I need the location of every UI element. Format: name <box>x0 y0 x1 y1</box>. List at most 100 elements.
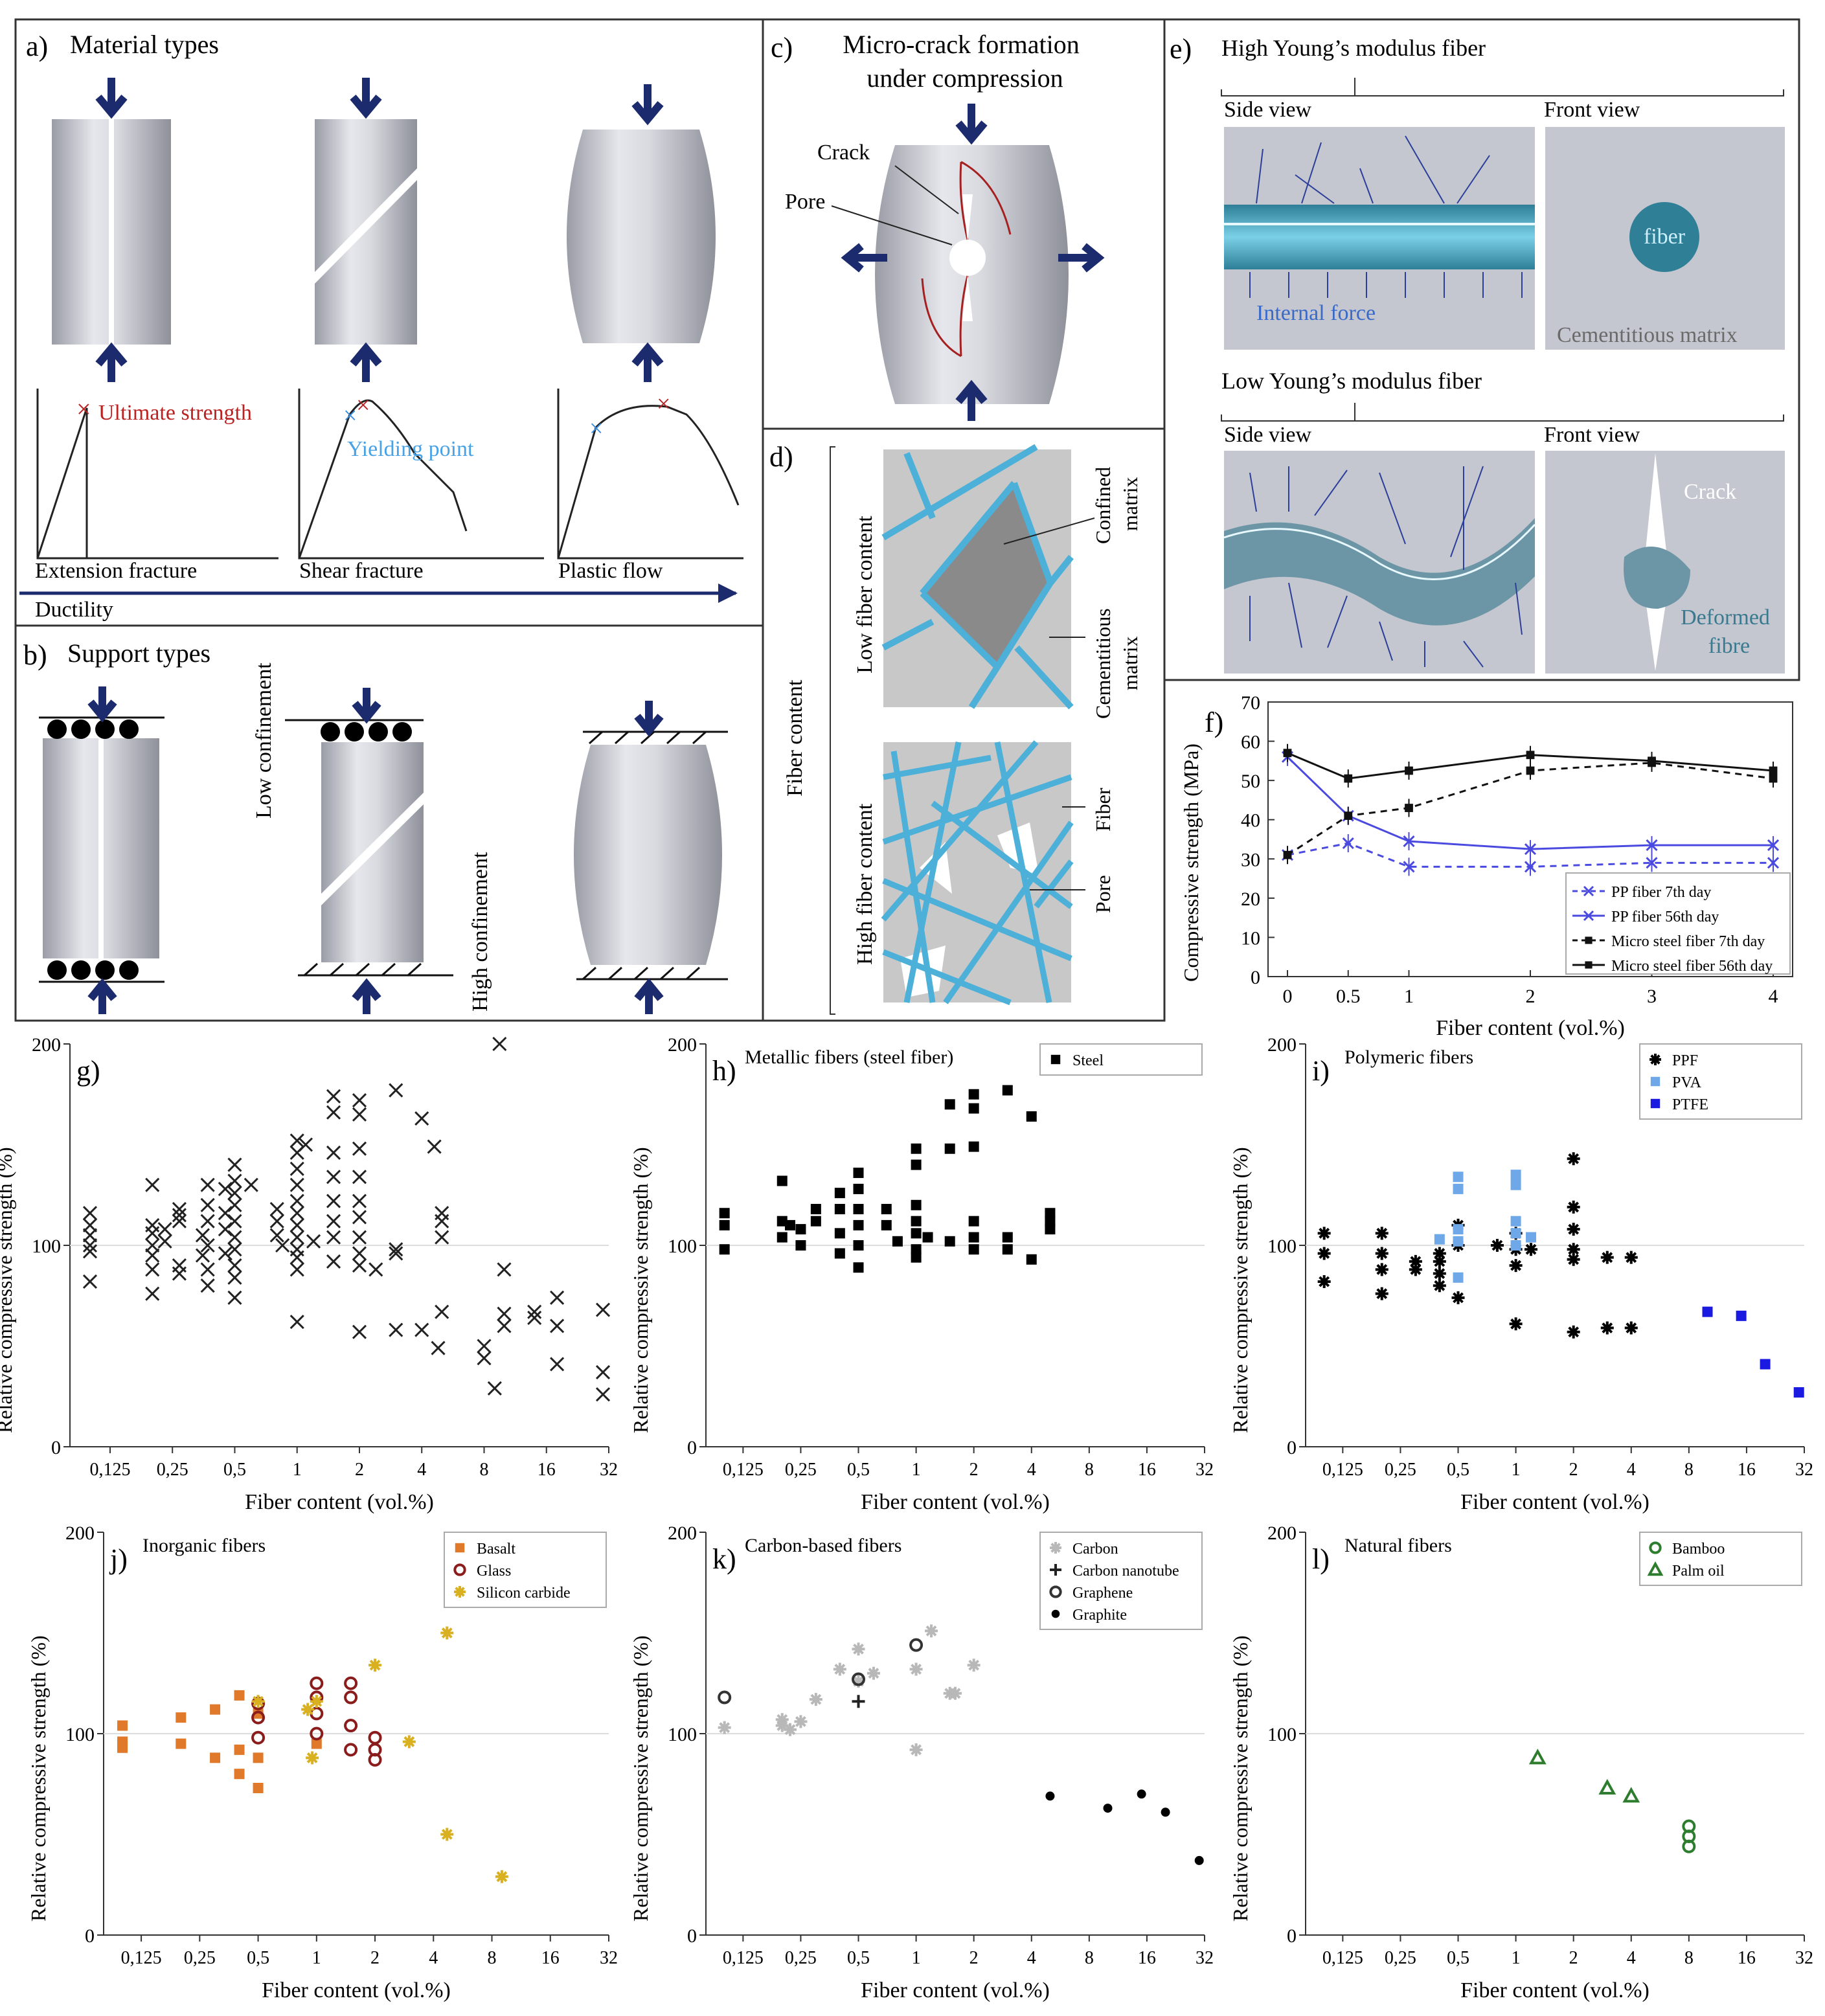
point-x <box>289 1177 304 1192</box>
point-x <box>527 1304 542 1319</box>
x-tick-label: 16 <box>1138 1460 1156 1480</box>
point-square <box>911 1199 922 1210</box>
point-x <box>497 1319 512 1333</box>
high-modulus-title: High Young’s modulus fiber <box>1221 35 1486 61</box>
y-tick-label: 100 <box>65 1724 95 1745</box>
point-x <box>487 1381 502 1396</box>
chart-i: i) Polymeric fibers 0 100 200 0,125 0,25 0,5 1 2 4… <box>1229 1034 1813 1514</box>
point-star <box>440 1626 454 1640</box>
cementitious-label-2: matrix <box>1118 636 1142 690</box>
point-square <box>1002 1085 1013 1096</box>
point-x <box>326 1145 341 1161</box>
y-axis-label: Relative compressive strength (%) <box>1229 1147 1252 1433</box>
point-square <box>834 1204 845 1215</box>
point-x <box>1767 839 1780 852</box>
legend-label: PPF <box>1672 1052 1698 1069</box>
legend-label: Glass <box>477 1563 511 1580</box>
point-star <box>1375 1287 1389 1300</box>
point-x <box>427 1139 442 1154</box>
shear-fracture-label: Shear fracture <box>299 559 424 583</box>
point-square <box>1736 1310 1747 1321</box>
ultimate-x-icon: × <box>76 394 91 424</box>
series-line <box>1286 756 1773 850</box>
legend-label: PVA <box>1672 1074 1702 1091</box>
point-square <box>1283 749 1292 758</box>
fiber-lines-low <box>881 444 1074 710</box>
point-square <box>968 1232 979 1243</box>
side-view-label: Side view <box>1224 98 1311 122</box>
point-square <box>911 1252 922 1263</box>
point-x <box>492 1036 507 1052</box>
point-star <box>784 1723 797 1736</box>
panel-letter: h) <box>712 1055 736 1087</box>
point-square <box>1344 811 1353 821</box>
point-square <box>911 1159 922 1170</box>
point-x <box>227 1270 242 1285</box>
point-square <box>1650 1076 1661 1087</box>
x-tick-label: 1 <box>912 1948 921 1968</box>
x-tick-label: 0,125 <box>1322 1460 1363 1480</box>
point-square <box>719 1219 730 1230</box>
point-x <box>550 1319 565 1333</box>
x-axis-label: Fiber content (vol.%) <box>262 1978 451 2002</box>
series-line <box>1287 752 1774 780</box>
legend-label: Graphite <box>1072 1607 1127 1624</box>
point-square <box>776 1232 788 1243</box>
point-x <box>306 1234 321 1249</box>
y-tick-label: 200 <box>1267 1523 1297 1544</box>
point-square <box>968 1216 979 1227</box>
specimen-plastic <box>567 130 716 343</box>
y-axis-label: Compressive strength (MPa) <box>1179 743 1203 982</box>
point-dot <box>1045 1791 1055 1801</box>
y-tick-label: 100 <box>1267 1724 1297 1745</box>
x-tick-label: 4 <box>1027 1460 1036 1480</box>
point-square <box>1405 766 1413 775</box>
point-x <box>368 1262 383 1277</box>
point-square <box>922 1232 933 1243</box>
point-x <box>289 1315 304 1330</box>
x-tick-label: 0,125 <box>723 1460 764 1480</box>
point-x <box>244 1177 258 1192</box>
x-tick-label: 16 <box>538 1460 556 1480</box>
point-x <box>550 1290 565 1305</box>
point-x <box>157 1222 172 1237</box>
point-x <box>497 1306 512 1321</box>
ultimate-x-icon: × <box>356 392 370 419</box>
point-x <box>435 1230 449 1245</box>
point-star <box>1567 1325 1580 1339</box>
point-star <box>1317 1247 1331 1260</box>
arrow-up-icon <box>95 342 128 382</box>
legend-label: Micro steel fiber 56th day <box>1611 958 1773 975</box>
point-square <box>853 1204 864 1215</box>
point-star <box>1600 1321 1614 1335</box>
point-star <box>809 1693 822 1706</box>
point-x <box>218 1181 232 1196</box>
point-x <box>326 1254 341 1269</box>
chart-g: g) 0 100 200 0,125 0,25 0,5 1 2 4 8 16 32 Fiber conte… <box>0 1034 618 1514</box>
panel-e-letter: e) <box>1170 33 1192 65</box>
point-square <box>853 1219 864 1230</box>
point-square <box>1434 1234 1445 1245</box>
point-square <box>834 1188 845 1199</box>
point-star <box>1509 1317 1523 1331</box>
point-square <box>1526 1232 1537 1243</box>
fiber-content-axis-label: Fiber content <box>783 679 807 797</box>
panel-letter: g) <box>76 1055 100 1087</box>
force-arrows-high <box>1249 135 1523 298</box>
panel-c-title-2: under compression <box>867 63 1063 93</box>
point-x <box>145 1286 160 1301</box>
legend-label: Basalt <box>477 1541 516 1557</box>
x-tick-label: 32 <box>600 1948 618 1968</box>
yield-x-icon: × <box>589 415 603 442</box>
point-square <box>1585 961 1593 969</box>
deformed-label-2: fibre <box>1708 634 1750 658</box>
point-circle <box>344 1676 358 1690</box>
legend-label: Micro steel fiber 7th day <box>1611 933 1765 950</box>
point-square <box>776 1216 788 1227</box>
x-tick-label: 8 <box>479 1460 488 1480</box>
x-tick-label: 1 <box>1512 1948 1521 1968</box>
point-triangle <box>1647 1561 1664 1576</box>
point-star <box>1317 1274 1331 1288</box>
y-tick-label: 60 <box>1241 732 1260 753</box>
x-tick-label: 8 <box>488 1948 497 1968</box>
